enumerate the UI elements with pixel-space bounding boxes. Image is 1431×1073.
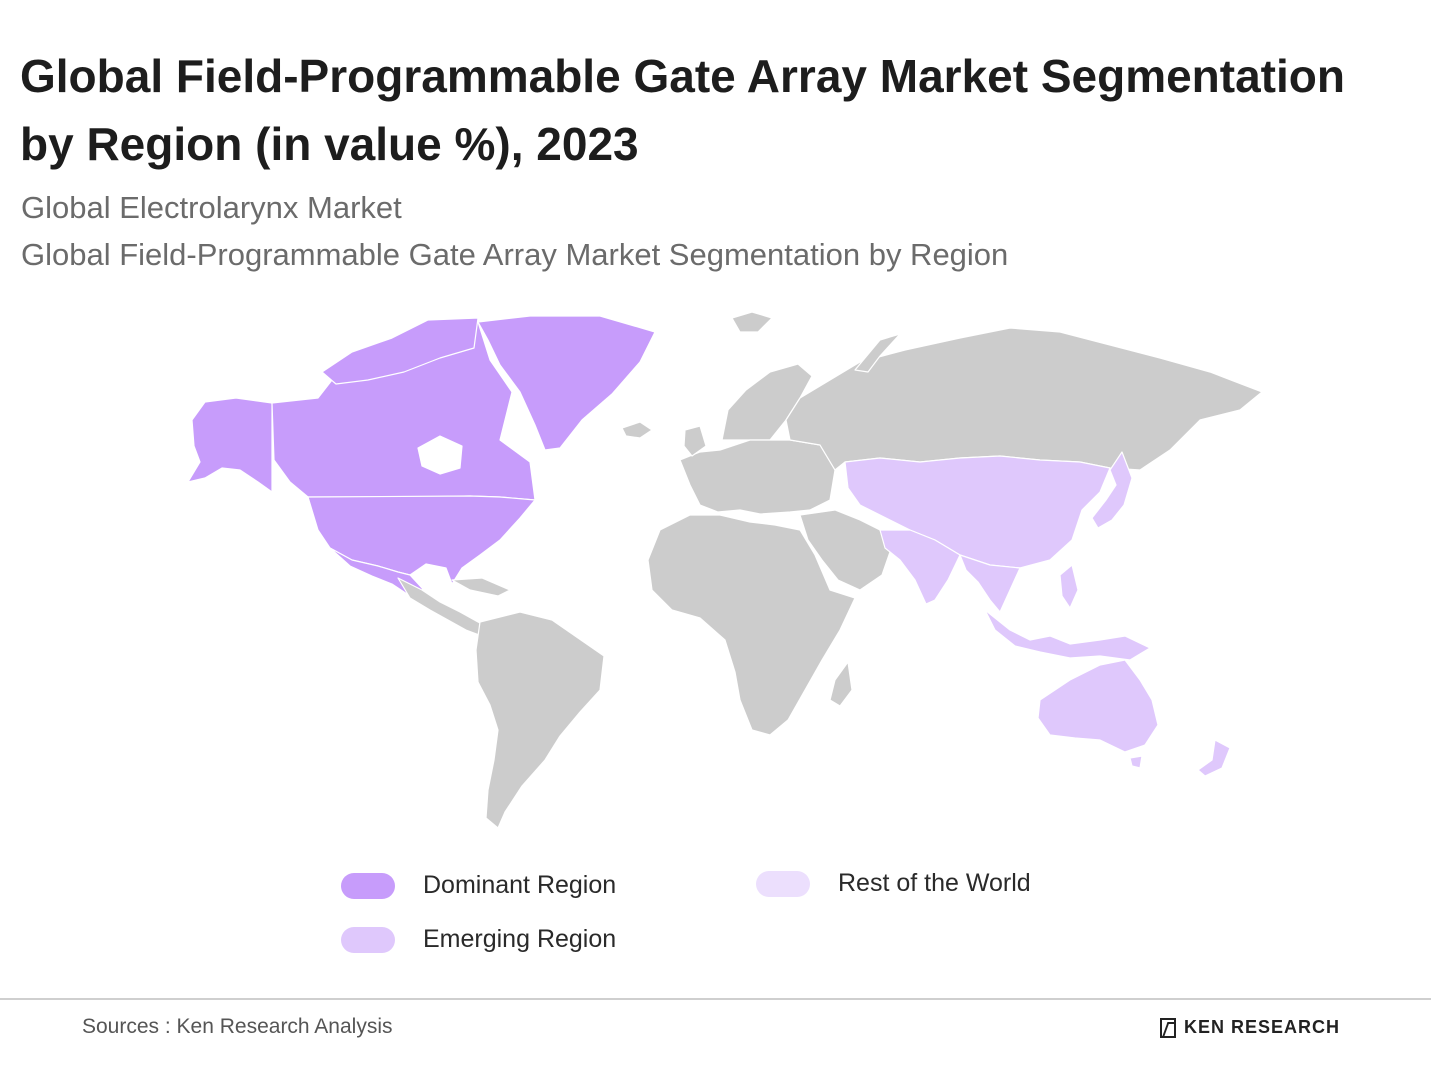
legend-item-emerging: Emerging Region [341,925,616,954]
legend-swatch-rest [756,870,810,897]
footer-divider [0,998,1431,1000]
russia-shape [785,327,1263,471]
legend-item-dominant: Dominant Region [341,871,616,900]
canada-arctic-islands-shape [321,317,479,385]
caribbean-shape [451,577,511,597]
source-note: Sources : Ken Research Analysis [82,1015,393,1038]
uk-shape [683,425,707,457]
region-north-america [187,315,656,601]
australia-shape [1037,659,1159,753]
ken-logo-icon [1160,1017,1176,1038]
europe-mainland-shape [679,439,836,515]
subtitle-segmentation: Global Field-Programmable Gate Array Mar… [21,237,1009,272]
new-zealand-shape [1197,739,1231,777]
legend-label-dominant: Dominant Region [423,871,617,899]
region-europe [621,311,836,515]
south-america-shape [475,611,605,829]
legend-label-rest: Rest of the World [838,869,1031,897]
chart-title: Global Field-Programmable Gate Array Mar… [20,50,1345,170]
india-shape [879,529,961,605]
svalbard-shape [731,311,773,333]
africa-shape [647,514,856,736]
novaya-zemlya-shape [854,333,901,373]
usa-shape [307,495,536,585]
philippines-shape [1059,564,1079,609]
region-russia [785,327,1263,471]
subtitle-market: Global Electrolarynx Market [21,190,402,225]
brand-logo: KEN RESEARCH [1160,1017,1340,1038]
madagascar-shape [829,661,853,707]
scandinavia-shape [721,363,813,441]
greenland-shape [477,315,656,451]
central-asia-china-shape [844,455,1111,569]
legend-swatch-dominant [341,872,395,899]
indonesia-shape [984,609,1151,661]
legend-label-emerging: Emerging Region [423,925,617,953]
region-latin-america [397,577,605,829]
tasmania-shape [1129,755,1143,769]
hudson-bay-shape [417,435,463,475]
middle-east-shape [799,509,891,591]
region-middle-east [799,509,891,591]
legend-swatch-emerging [341,926,395,953]
legend-item-rest: Rest of the World [756,869,1031,898]
brand-name: KEN RESEARCH [1184,1017,1341,1037]
japan-shape [1091,451,1133,529]
region-africa [647,514,856,736]
iceland-shape [621,421,653,439]
southeast-asia-shape [959,554,1021,613]
alaska-shape [187,397,273,493]
region-asia-pacific [844,451,1231,777]
world-map [187,311,1263,829]
